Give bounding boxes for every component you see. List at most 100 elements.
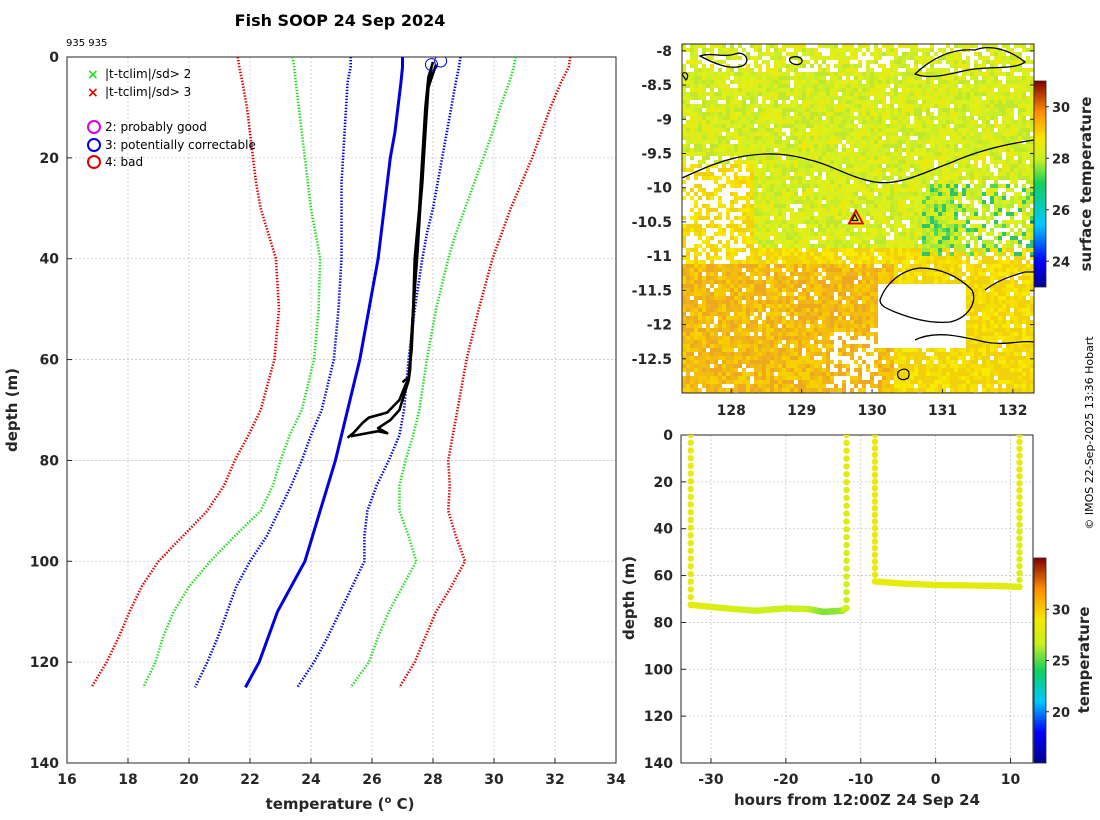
sst-pixel bbox=[826, 64, 830, 68]
sst-pixel bbox=[926, 180, 930, 184]
sst-pixel bbox=[770, 184, 774, 188]
sst-pixel bbox=[938, 108, 942, 112]
sst-pixel bbox=[786, 188, 790, 192]
sst-pixel bbox=[746, 152, 750, 156]
sst-pixel bbox=[986, 192, 990, 196]
sst-pixel bbox=[970, 88, 974, 92]
sst-pixel bbox=[686, 304, 690, 308]
sst-pixel bbox=[690, 228, 694, 232]
sst-pixel bbox=[814, 216, 818, 220]
sst-pixel bbox=[966, 196, 970, 200]
sst-pixel bbox=[914, 272, 918, 276]
sst-pixel bbox=[946, 200, 950, 204]
sst-pixel bbox=[986, 92, 990, 96]
sst-pixel bbox=[978, 88, 982, 92]
sst-pixel bbox=[1022, 136, 1026, 140]
sst-pixel bbox=[1006, 72, 1010, 76]
sst-pixel bbox=[1018, 128, 1022, 132]
sst-pixel bbox=[750, 144, 754, 148]
sst-pixel bbox=[886, 48, 890, 52]
sst-pixel bbox=[886, 76, 890, 80]
sst-pixel bbox=[914, 244, 918, 248]
sst-pixel bbox=[1006, 144, 1010, 148]
sst-pixel bbox=[890, 240, 894, 244]
sst-pixel bbox=[1018, 200, 1022, 204]
sst-pixel bbox=[978, 148, 982, 152]
sst-pixel bbox=[1018, 256, 1022, 260]
sst-pixel bbox=[746, 284, 750, 288]
sst-pixel bbox=[722, 108, 726, 112]
sst-pixel bbox=[986, 124, 990, 128]
sst-pixel bbox=[818, 124, 822, 128]
sst-pixel bbox=[986, 96, 990, 100]
sst-pixel bbox=[878, 100, 882, 104]
sst-pixel bbox=[830, 144, 834, 148]
sst-pixel bbox=[918, 204, 922, 208]
sst-pixel bbox=[846, 304, 850, 308]
sst-pixel bbox=[886, 104, 890, 108]
sst-pixel bbox=[978, 300, 982, 304]
sst-pixel bbox=[882, 228, 886, 232]
sst-pixel bbox=[1014, 164, 1018, 168]
sst-pixel bbox=[722, 144, 726, 148]
sst-pixel bbox=[898, 72, 902, 76]
sst-pixel bbox=[834, 156, 838, 160]
sst-pixel bbox=[910, 148, 914, 152]
sst-pixel bbox=[782, 148, 786, 152]
sst-pixel bbox=[850, 112, 854, 116]
sst-pixel bbox=[682, 132, 686, 136]
sst-pixel bbox=[894, 268, 898, 272]
sst-pixel bbox=[754, 248, 758, 252]
sst-pixel bbox=[842, 100, 846, 104]
sst-pixel bbox=[762, 84, 766, 88]
sst-pixel bbox=[710, 80, 714, 84]
sst-pixel bbox=[854, 260, 858, 264]
sst-pixel bbox=[878, 128, 882, 132]
sst-pixel bbox=[954, 240, 958, 244]
sst-pixel bbox=[762, 128, 766, 132]
sst-pixel bbox=[874, 80, 878, 84]
sst-pixel bbox=[758, 304, 762, 308]
sst-pixel bbox=[926, 268, 930, 272]
sst-pixel bbox=[686, 300, 690, 304]
sst-pixel bbox=[830, 252, 834, 256]
sst-pixel bbox=[778, 300, 782, 304]
sst-pixel bbox=[742, 120, 746, 124]
sst-pixel bbox=[742, 304, 746, 308]
sst-pixel bbox=[918, 92, 922, 96]
sst-pixel bbox=[750, 208, 754, 212]
sst-pixel bbox=[898, 124, 902, 128]
sst-pixel bbox=[734, 292, 738, 296]
sst-pixel bbox=[1002, 96, 1006, 100]
profile-ytick-label-0: 0 bbox=[49, 50, 59, 66]
sst-pixel bbox=[786, 168, 790, 172]
sst-pixel bbox=[854, 256, 858, 260]
sst-pixel bbox=[730, 52, 734, 56]
sst-pixel bbox=[858, 252, 862, 256]
sst-pixel bbox=[814, 124, 818, 128]
sst-pixel bbox=[998, 184, 1002, 188]
sst-pixel bbox=[878, 136, 882, 140]
sst-pixel bbox=[798, 284, 802, 288]
sst-pixel bbox=[702, 288, 706, 292]
sst-pixel bbox=[718, 136, 722, 140]
sst-pixel bbox=[690, 264, 694, 268]
sst-pixel bbox=[1022, 168, 1026, 172]
sst-pixel bbox=[814, 52, 818, 56]
sst-pixel bbox=[862, 100, 866, 104]
sst-pixel bbox=[1018, 68, 1022, 72]
sst-pixel bbox=[710, 116, 714, 120]
sst-pixel bbox=[714, 148, 718, 152]
sst-pixel bbox=[970, 204, 974, 208]
sst-pixel bbox=[742, 84, 746, 88]
sst-pixel bbox=[910, 112, 914, 116]
sst-pixel bbox=[1010, 120, 1014, 124]
sst-pixel bbox=[754, 156, 758, 160]
sst-pixel bbox=[742, 292, 746, 296]
sst-pixel bbox=[1018, 260, 1022, 264]
sst-pixel bbox=[786, 84, 790, 88]
sst-pixel bbox=[726, 248, 730, 252]
sst-pixel bbox=[1002, 64, 1006, 68]
legend-label-3sd: |t-tclim|/sd> 3 bbox=[105, 85, 191, 99]
sst-pixel bbox=[750, 288, 754, 292]
